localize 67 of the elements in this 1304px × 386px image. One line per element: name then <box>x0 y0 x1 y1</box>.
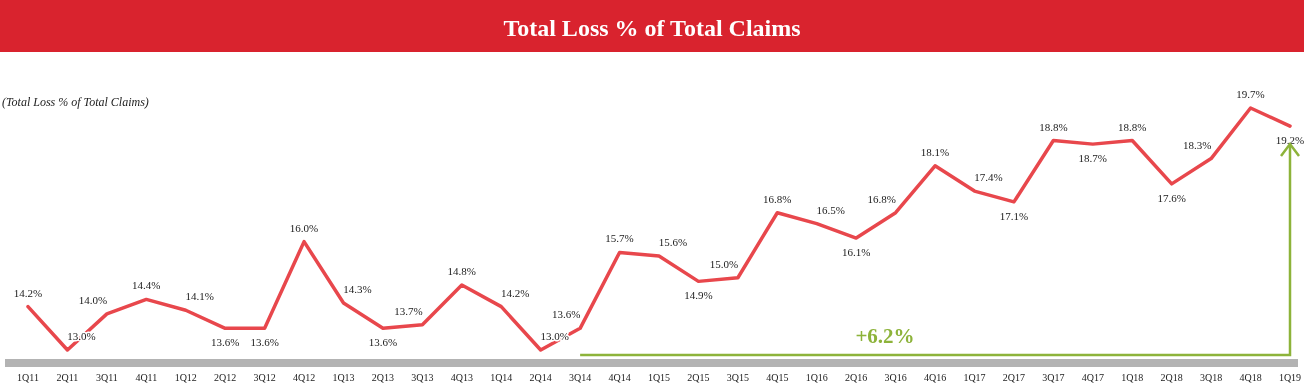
x-tick-label: 3Q11 <box>95 372 118 383</box>
data-label: 17.4% <box>974 171 1003 184</box>
data-label: 13.6% <box>250 336 279 349</box>
annotation: +6.2% <box>855 324 915 348</box>
x-tick-label: 4Q14 <box>608 372 631 383</box>
data-label: 13.6% <box>551 308 581 321</box>
x-tick-label: 2Q18 <box>1160 372 1183 383</box>
data-label: 15.6% <box>658 236 688 249</box>
data-label: 16.0% <box>289 221 319 234</box>
data-label: 18.7% <box>1078 152 1108 165</box>
x-tick-label: 2Q11 <box>56 372 79 383</box>
x-tick-label: 4Q17 <box>1081 372 1104 383</box>
x-tick-label: 2Q12 <box>214 372 237 383</box>
x-tick-label: 1Q15 <box>647 372 671 383</box>
x-tick-label: 3Q16 <box>884 372 907 383</box>
x-tick-label: 1Q18 <box>1121 372 1144 383</box>
x-tick-label: 1Q12 <box>174 372 197 383</box>
x-tick-label: 1Q13 <box>332 372 355 383</box>
data-label: 14.1% <box>185 290 214 303</box>
x-tick-label: 3Q12 <box>253 372 276 383</box>
data-label: 16.8% <box>763 192 792 205</box>
x-tick-label: 1Q11 <box>17 372 39 383</box>
data-label: 18.8% <box>1039 120 1068 133</box>
data-label: 18.8% <box>1118 120 1147 133</box>
data-label: 17.6% <box>1157 191 1186 204</box>
x-tick-label: 4Q16 <box>923 372 947 383</box>
data-label: 13.6% <box>210 336 240 349</box>
x-tick-label: 2Q15 <box>687 372 710 383</box>
x-tick-label: 3Q17 <box>1042 372 1065 383</box>
x-tick-label: 4Q12 <box>292 372 316 383</box>
x-tick-label: 1Q17 <box>963 372 986 383</box>
x-tick-label: 4Q11 <box>135 372 158 383</box>
x-tick-label: 1Q19 <box>1278 372 1302 383</box>
x-tick-label: 3Q14 <box>569 372 592 383</box>
x-tick-label: 3Q18 <box>1200 372 1223 383</box>
x-tick-label: 4Q15 <box>766 372 789 383</box>
x-tick-label: 4Q13 <box>450 372 473 383</box>
data-label: 14.8% <box>447 264 477 277</box>
data-label: 16.8% <box>867 192 896 205</box>
data-label: 14.2% <box>13 286 43 299</box>
data-label: 14.4% <box>132 279 161 292</box>
data-label: 18.1% <box>920 145 950 158</box>
data-label: 14.2% <box>501 286 530 299</box>
data-label: 16.5% <box>816 203 845 216</box>
data-label: 18.3% <box>1182 138 1212 151</box>
x-tick-label: 4Q18 <box>1239 372 1262 383</box>
data-label: 13.7% <box>394 304 423 317</box>
data-label: 14.0% <box>78 293 108 306</box>
x-tick-label: 3Q15 <box>726 372 749 383</box>
data-label: 19.7% <box>1236 88 1265 100</box>
data-label: 13.6% <box>368 336 398 349</box>
data-label: 15.0% <box>709 257 739 270</box>
x-tick-label: 3Q13 <box>411 372 434 383</box>
data-label: 16.1% <box>841 246 871 259</box>
data-label: 17.1% <box>999 209 1029 222</box>
data-label: 14.9% <box>684 289 713 302</box>
x-tick-label: 2Q13 <box>371 372 395 383</box>
x-tick-label: 1Q16 <box>805 372 828 383</box>
x-tick-label: 2Q17 <box>1002 372 1026 383</box>
x-tick-label: 2Q14 <box>529 372 552 383</box>
data-label: 14.3% <box>343 283 372 296</box>
x-tick-label: 2Q16 <box>845 372 868 383</box>
x-tick-label: 1Q14 <box>490 372 513 383</box>
chart-title: Total Loss % of Total Claims <box>503 15 801 41</box>
data-label: 19.2% <box>1275 134 1304 147</box>
chart-subtitle: (Total Loss % of Total Claims) <box>2 95 149 109</box>
data-label: 15.7% <box>605 232 634 245</box>
